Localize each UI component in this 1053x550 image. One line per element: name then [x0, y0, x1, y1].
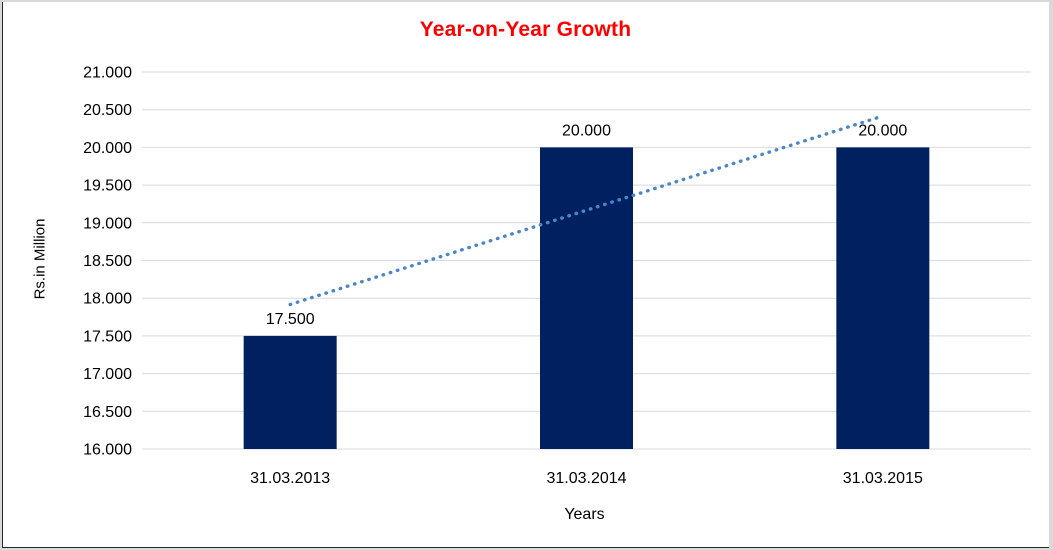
bar [243, 335, 337, 449]
y-tick-label: 16.000 [83, 442, 132, 459]
y-tick-label: 16.500 [83, 404, 132, 421]
trendline [288, 114, 885, 307]
x-category-label: 31.03.2014 [546, 470, 626, 487]
y-tick-label: 20.000 [83, 140, 132, 157]
y-axis-title: Rs.in Million [31, 218, 49, 300]
y-tick-label: 17.500 [83, 328, 132, 345]
x-category-label: 31.03.2015 [843, 470, 923, 487]
bar-data-label: 20.000 [562, 122, 611, 139]
y-tick-label: 17.000 [83, 366, 132, 383]
bar-data-label: 20.000 [858, 122, 907, 139]
y-tick-label: 18.000 [83, 291, 132, 308]
bar [836, 147, 930, 449]
chart-title: Year-on-Year Growth [419, 18, 632, 41]
y-tick-label: 19.500 [83, 178, 132, 195]
y-tick-label: 19.000 [83, 215, 132, 232]
bar-data-label: 17.500 [266, 311, 315, 328]
y-tick-label: 20.500 [83, 102, 132, 119]
y-tick-label: 21.000 [83, 65, 132, 82]
bar [540, 147, 633, 449]
y-tick-label: 18.500 [83, 253, 132, 270]
x-axis-title: Years [564, 506, 605, 523]
x-category-label: 31.03.2013 [250, 470, 330, 487]
